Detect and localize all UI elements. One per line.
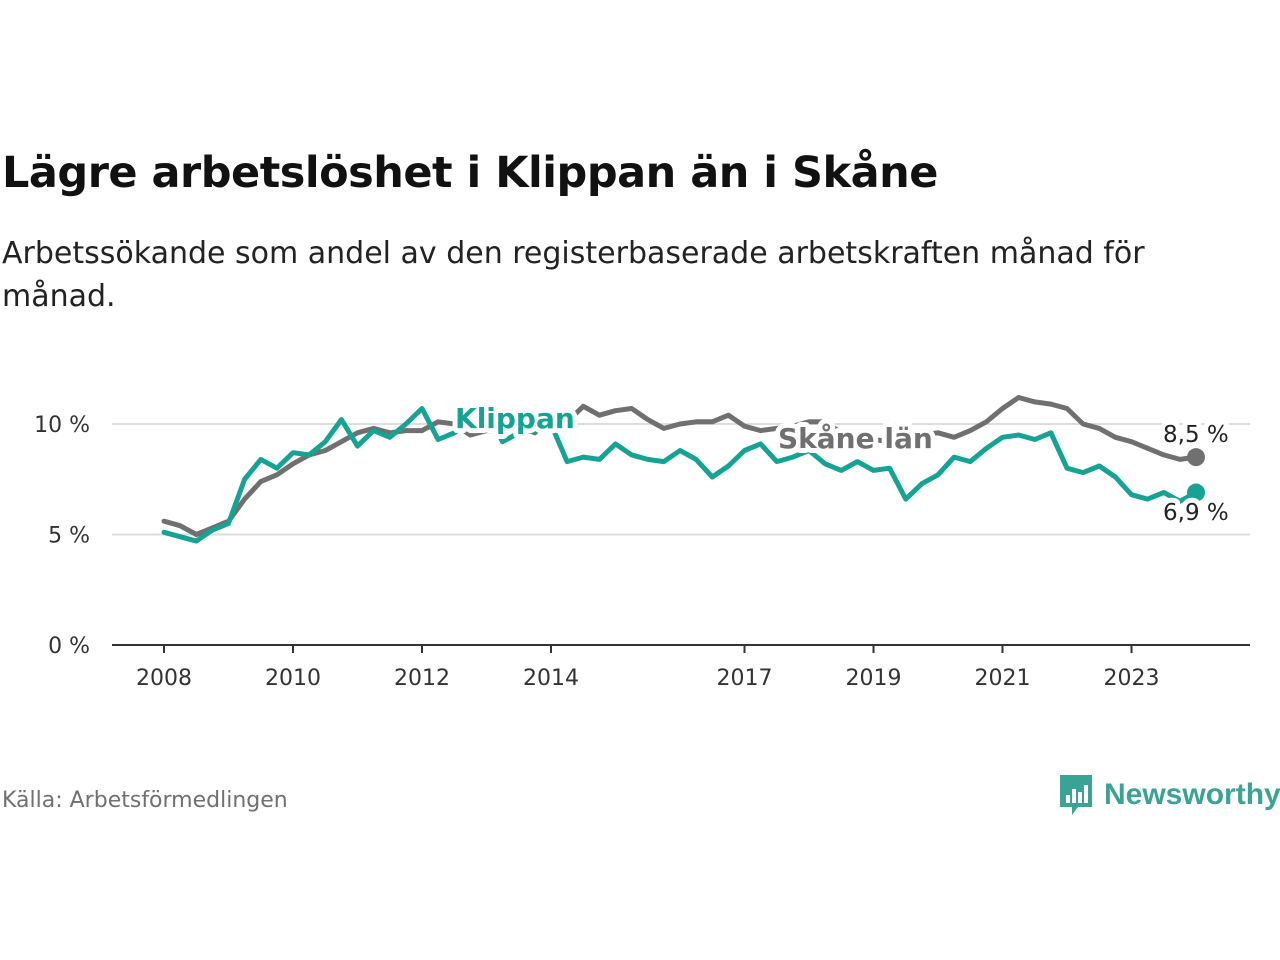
end-label-klippan: 6,9 % [1163,500,1229,526]
end-label-skane: 8,5 % [1163,422,1229,448]
x-axis [112,644,1250,653]
end-point-klippan [1187,483,1205,502]
series-line-skane [161,395,1199,537]
y-tick-label: 10 % [34,413,90,438]
x-tick-label: 2017 [717,666,773,691]
x-tick-label: 2010 [265,666,321,691]
chart-subtitle: Arbetssökande som andel av den registerb… [2,236,1145,314]
series-lines [161,395,1205,544]
chart-title: Lägre arbetslöshet i Klippan än i Skåne [2,148,938,198]
newsworthy-logo-icon [1060,775,1092,815]
series-label-skane: Skåne län [778,422,933,455]
grid-lines [112,423,1250,536]
x-tick-label: 2023 [1104,666,1160,691]
x-tick-label: 2012 [394,666,450,691]
brand-logo[interactable]: Newsworthy [1058,773,1280,817]
x-tick-label: 2014 [523,666,579,691]
end-point-skane [1187,448,1205,467]
y-tick-label: 5 % [48,524,90,549]
y-tick-label: 0 % [48,634,90,659]
brand-name: Newsworthy [1104,778,1280,811]
line-chart: 0 % 5 % 10 % 2008 2010 2012 2014 2017 2019 2021 20… [34,395,1250,691]
x-tick-label: 2019 [846,666,902,691]
source-note: Källa: Arbetsförmedlingen [2,788,288,813]
x-tick-label: 2008 [136,666,192,691]
series-line-klippan [161,406,1199,544]
x-tick-label: 2021 [975,666,1031,691]
chart-labels: 0 % 5 % 10 % 2008 2010 2012 2014 2017 2019 2021 20… [34,397,1234,691]
series-label-klippan: Klippan [455,402,575,435]
